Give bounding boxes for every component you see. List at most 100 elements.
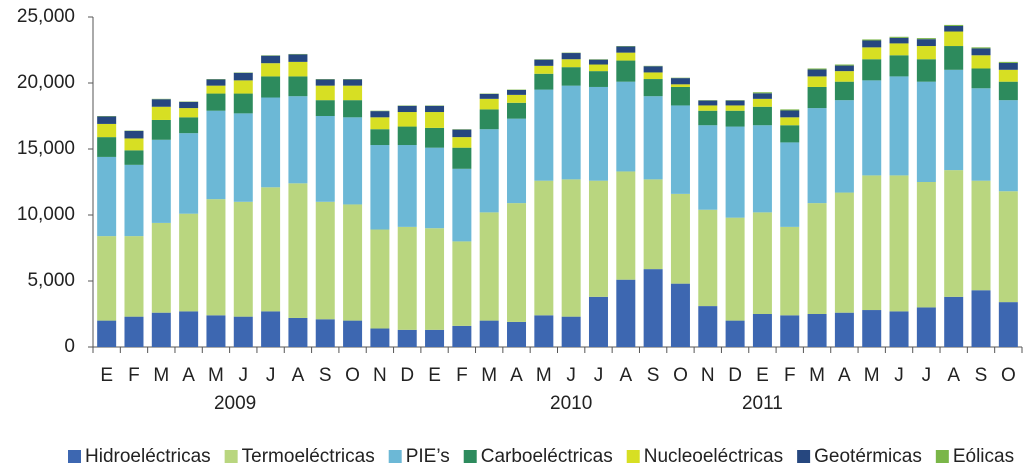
bar-segment [343, 117, 363, 205]
bar-segment [507, 321, 527, 347]
x-tick-label: A [838, 365, 851, 386]
bar-segment [698, 105, 718, 111]
bar-segment [124, 130, 144, 139]
bar-segment [998, 62, 1018, 70]
x-tick-label: S [975, 365, 988, 386]
bar-segment [534, 89, 554, 181]
bar-segment [206, 93, 226, 111]
bar-segment [261, 55, 281, 64]
bar-segment [916, 59, 936, 82]
bar-segment [971, 48, 991, 56]
x-tick-label: N [701, 365, 715, 386]
bar-segment [752, 92, 772, 94]
bar-segment [179, 108, 199, 118]
bar-segment [889, 37, 909, 44]
x-tick-label: E [756, 365, 769, 386]
bar-segment [998, 302, 1018, 347]
bar-segment [752, 98, 772, 107]
bar-segment [179, 311, 199, 347]
bar-segment [151, 222, 171, 313]
bar-segment [807, 203, 827, 314]
bar-segment [452, 129, 472, 138]
x-group-label: 2011 [742, 393, 783, 414]
bar-segment [971, 290, 991, 347]
bar-segment [507, 203, 527, 322]
bar-segment [179, 133, 199, 214]
bar-segment [425, 105, 445, 113]
bar-segment [588, 180, 608, 297]
bar-segment [97, 123, 117, 138]
bar-segment [889, 36, 909, 38]
bar-segment [124, 164, 144, 237]
x-tick-label: F [128, 365, 140, 386]
bar-segment [343, 204, 363, 321]
x-tick-label: A [182, 365, 195, 386]
bar-segment [425, 228, 445, 330]
bar-segment [616, 279, 636, 347]
bar-segment [862, 59, 882, 81]
bar-segment [561, 59, 581, 68]
x-tick-label: J [922, 365, 932, 386]
bar-segment [315, 116, 335, 202]
bar-segment [807, 68, 827, 70]
bar-segment [397, 329, 417, 347]
bar-segment [643, 179, 663, 270]
bar-segment [725, 320, 745, 347]
legend-swatch [935, 450, 949, 463]
y-tick-label: 10,000 [17, 204, 75, 225]
bar-segment [752, 125, 772, 213]
bar-segment [944, 69, 964, 171]
bar-segment [151, 119, 171, 140]
x-tick-label: J [239, 365, 249, 386]
bar-segment [807, 86, 827, 109]
bar-segment [233, 80, 253, 94]
bar-segment [507, 118, 527, 204]
legend-label: Nucleoeléctricas [644, 446, 783, 467]
x-tick-label: O [345, 365, 360, 386]
bar-segment [807, 314, 827, 347]
legend-label: Geotérmicas [814, 446, 922, 467]
bar-segment [725, 126, 745, 218]
x-tick-label: M [536, 365, 552, 386]
bar-segment [370, 117, 390, 130]
bar-segment [370, 129, 390, 146]
bar-segment [752, 93, 772, 99]
x-tick-label: D [728, 365, 742, 386]
bar-segment [288, 76, 308, 97]
legend-label: Eólicas [953, 446, 1014, 467]
bar-segment [998, 100, 1018, 192]
bar-segment [834, 100, 854, 193]
legend-swatch [463, 450, 477, 463]
x-tick-label: A [947, 365, 960, 386]
bar-segment [452, 325, 472, 347]
bar-segment [780, 117, 800, 126]
bar-segment [862, 40, 882, 48]
bar-segment [780, 226, 800, 316]
x-tick-label: D [400, 365, 414, 386]
bar-segment [698, 110, 718, 126]
x-tick-label: S [319, 365, 332, 386]
bar-segment [698, 209, 718, 307]
bar-segment [670, 105, 690, 194]
bar-segment [916, 307, 936, 347]
bar-segment [452, 137, 472, 148]
bar-segment [752, 106, 772, 126]
bar-segment [561, 67, 581, 86]
y-tick-label: 15,000 [17, 138, 75, 159]
bar-segment [343, 79, 363, 86]
bar-segment [206, 315, 226, 347]
legend-label: Hidroeléctricas [85, 446, 211, 467]
bar-segment [588, 86, 608, 181]
legend-label: Termoeléctricas [242, 446, 375, 467]
bar-segment [944, 296, 964, 347]
bar-segment [971, 47, 991, 49]
bar-segment [616, 171, 636, 280]
bar-segment [479, 93, 499, 99]
x-tick-label: M [809, 365, 825, 386]
bar-segment [124, 138, 144, 151]
legend-label: Carboeléctricas [481, 446, 613, 467]
bar-segment [616, 60, 636, 82]
bar-segment [151, 99, 171, 107]
bar-segment [261, 311, 281, 347]
bar-segment [834, 312, 854, 347]
